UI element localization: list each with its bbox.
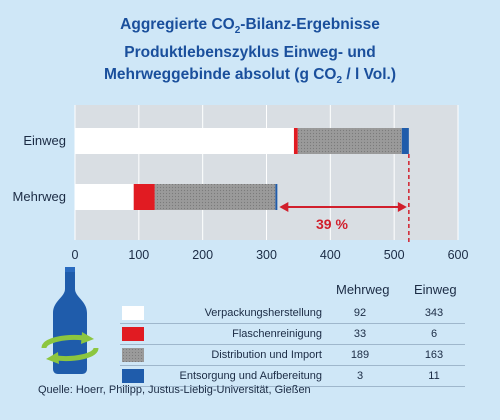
- value-mehrweg: 92: [353, 307, 367, 319]
- table-row-divider: [120, 386, 465, 387]
- legend-swatch: [122, 306, 144, 320]
- value-mehrweg: 33: [353, 328, 367, 340]
- legend-label: Entsorgung und Aufbereitung: [179, 370, 322, 382]
- title-line3-text: Mehrweggebinde absolut (g CO: [103, 66, 337, 84]
- arrow-head: [397, 202, 407, 212]
- legend-swatch: [122, 327, 144, 341]
- bar-segment-einweg-2: [297, 128, 402, 154]
- column-header-einweg: Einweg: [414, 282, 457, 297]
- table-row-divider: [120, 323, 465, 324]
- legend-label: Verpackungsherstellung: [204, 307, 322, 319]
- value-mehrweg: 189: [350, 349, 370, 361]
- value-einweg: 6: [430, 328, 438, 340]
- arrow-head: [279, 202, 289, 212]
- bar-segment-mehrweg-2: [154, 184, 276, 210]
- column-header-mehrweg: Mehrweg: [336, 282, 390, 297]
- chart-title: Aggregierte CO2-Bilanz-Ergebnisse Produk…: [0, 14, 500, 92]
- title-line1-text: Aggregierte CO: [120, 16, 235, 33]
- value-einweg: 11: [428, 370, 440, 382]
- table-row-divider: [120, 365, 465, 366]
- bar-segment-einweg-3: [401, 128, 409, 154]
- bar-segment-mehrweg-3: [275, 184, 278, 210]
- legend-swatch: [122, 348, 144, 362]
- bar-segment-mehrweg-1: [133, 184, 155, 210]
- source-note: Quelle: Hoerr, Philipp, Justus-Liebig-Un…: [38, 384, 311, 396]
- bar-segment-einweg-1: [293, 128, 298, 154]
- x-tick-label: 100: [128, 248, 150, 262]
- x-tick-label: 600: [447, 248, 469, 262]
- x-tick-label: 500: [383, 248, 405, 262]
- legend-label: Distribution und Import: [211, 349, 322, 361]
- x-tick-label: 300: [256, 248, 277, 262]
- bottle-icon: [53, 267, 87, 374]
- value-einweg: 163: [424, 349, 444, 361]
- x-tick-label: 400: [319, 248, 341, 262]
- bar-segment-mehrweg-0: [75, 184, 134, 210]
- title-line3-subscript: 2: [336, 75, 343, 87]
- title-line1-subscript: 2: [234, 25, 241, 37]
- legend-swatch: [122, 369, 144, 383]
- x-tick-label: 200: [192, 248, 214, 262]
- value-mehrweg: 3: [356, 370, 364, 382]
- table-row-divider: [120, 344, 465, 345]
- title-line1-text-end: -Bilanz-Ergebnisse: [240, 16, 380, 33]
- legend-label: Flaschenreinigung: [232, 328, 322, 340]
- bar-segment-einweg-0: [75, 128, 294, 154]
- x-tick-label: 0: [71, 248, 79, 262]
- title-line3-text-end: / l Vol.): [342, 66, 397, 84]
- category-label-mehrweg: Mehrweg: [12, 189, 66, 204]
- value-einweg: 343: [424, 307, 444, 319]
- title-line2: Produktlebenszyklus Einweg- und: [124, 44, 376, 62]
- recycle-arrow-icon: [41, 332, 99, 364]
- difference-annotation: 39 %: [316, 216, 348, 232]
- category-label-einweg: Einweg: [23, 133, 66, 148]
